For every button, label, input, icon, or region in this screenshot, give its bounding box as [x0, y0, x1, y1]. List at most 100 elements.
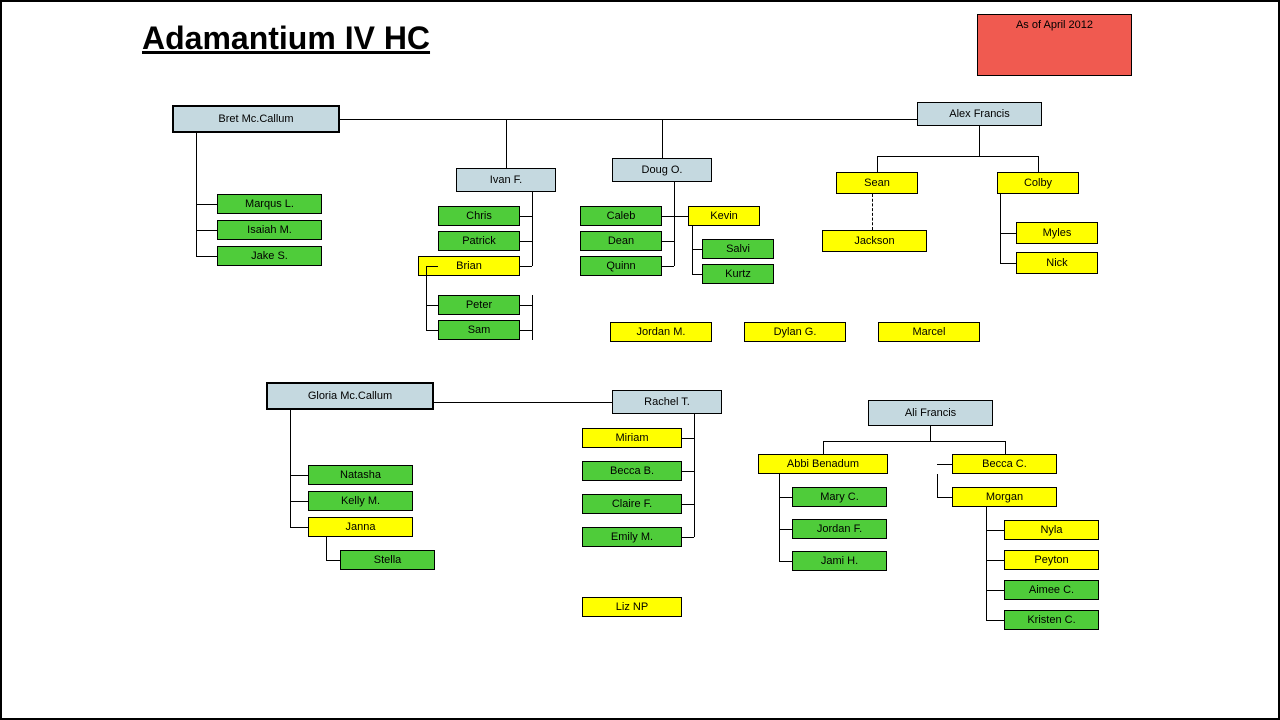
org-node-isaiah: Isaiah M.: [217, 220, 322, 240]
connector-line: [426, 330, 438, 331]
org-node-miriam: Miriam: [582, 428, 682, 448]
connector-line: [662, 119, 663, 158]
connector-line: [1000, 233, 1016, 234]
org-node-liznp: Liz NP: [582, 597, 682, 617]
org-node-emily: Emily M.: [582, 527, 682, 547]
org-node-kevin: Kevin: [688, 206, 760, 226]
connector-line: [674, 182, 675, 266]
connector-line: [290, 410, 291, 527]
connector-line: [426, 266, 427, 330]
org-node-myles: Myles: [1016, 222, 1098, 244]
org-node-caleb: Caleb: [580, 206, 662, 226]
org-node-natasha: Natasha: [308, 465, 413, 485]
org-node-ali: Ali Francis: [868, 400, 993, 426]
connector-line: [692, 274, 702, 275]
connector-line: [290, 527, 308, 528]
connector-line: [662, 216, 674, 217]
org-node-morgan: Morgan: [952, 487, 1057, 507]
connector-line: [979, 126, 980, 156]
connector-line: [196, 230, 217, 231]
org-node-sam: Sam: [438, 320, 520, 340]
connector-line: [520, 305, 532, 306]
page-title: Adamantium IV HC: [142, 20, 430, 57]
org-node-jake: Jake S.: [217, 246, 322, 266]
org-node-kurtz: Kurtz: [702, 264, 774, 284]
org-node-nyla: Nyla: [1004, 520, 1099, 540]
connector-line: [434, 402, 612, 403]
connector-line: [986, 620, 1004, 621]
org-node-beccac: Becca C.: [952, 454, 1057, 474]
connector-line: [196, 133, 197, 256]
connector-line: [506, 119, 507, 168]
connector-line: [986, 590, 1004, 591]
org-node-dylang: Dylan G.: [744, 322, 846, 342]
org-node-stella: Stella: [340, 550, 435, 570]
org-node-jackson: Jackson: [822, 230, 927, 252]
org-node-patrick: Patrick: [438, 231, 520, 251]
connector-line: [674, 216, 688, 217]
org-node-peyton: Peyton: [1004, 550, 1099, 570]
connector-line: [532, 192, 533, 266]
connector-line: [986, 507, 987, 620]
org-node-sean: Sean: [836, 172, 918, 194]
connector-line: [520, 216, 532, 217]
connector-line: [1038, 156, 1039, 172]
org-node-quinn: Quinn: [580, 256, 662, 276]
org-node-peter: Peter: [438, 295, 520, 315]
connector-line: [823, 441, 1005, 442]
org-node-gloria: Gloria Mc.Callum: [266, 382, 434, 410]
connector-line: [986, 560, 1004, 561]
org-node-jordanm: Jordan M.: [610, 322, 712, 342]
connector-line: [937, 464, 952, 465]
org-node-doug: Doug O.: [612, 158, 712, 182]
connector-line: [326, 560, 340, 561]
connector-line: [520, 266, 532, 267]
connector-line: [290, 501, 308, 502]
connector-dashed: [872, 194, 873, 230]
connector-line: [779, 561, 792, 562]
org-node-ivan: Ivan F.: [456, 168, 556, 192]
connector-line: [930, 426, 931, 441]
connector-line: [196, 204, 217, 205]
org-node-nick: Nick: [1016, 252, 1098, 274]
org-node-beccab: Becca B.: [582, 461, 682, 481]
connector-line: [823, 441, 824, 454]
org-node-aimee: Aimee C.: [1004, 580, 1099, 600]
connector-line: [877, 156, 1038, 157]
connector-line: [340, 119, 917, 120]
connector-line: [662, 266, 674, 267]
org-node-mary: Mary C.: [792, 487, 887, 507]
connector-line: [694, 414, 695, 537]
org-node-rachel: Rachel T.: [612, 390, 722, 414]
connector-line: [877, 156, 878, 172]
org-node-jordanf: Jordan F.: [792, 519, 887, 539]
connector-line: [196, 256, 217, 257]
connector-line: [937, 474, 938, 497]
connector-line: [682, 537, 694, 538]
connector-line: [662, 241, 674, 242]
org-node-dean: Dean: [580, 231, 662, 251]
connector-line: [692, 226, 693, 274]
connector-line: [779, 529, 792, 530]
org-node-alex: Alex Francis: [917, 102, 1042, 126]
connector-line: [532, 295, 533, 340]
org-node-abbi: Abbi Benadum: [758, 454, 888, 474]
connector-line: [986, 530, 1004, 531]
connector-line: [326, 537, 327, 560]
org-node-kristen: Kristen C.: [1004, 610, 1099, 630]
connector-line: [692, 249, 702, 250]
date-box: As of April 2012: [977, 14, 1132, 76]
connector-line: [682, 438, 694, 439]
connector-line: [1000, 194, 1001, 263]
connector-line: [1005, 441, 1006, 454]
connector-line: [779, 497, 792, 498]
connector-line: [937, 497, 952, 498]
connector-line: [290, 475, 308, 476]
connector-line: [520, 241, 532, 242]
org-node-janna: Janna: [308, 517, 413, 537]
org-node-claire: Claire F.: [582, 494, 682, 514]
org-node-colby: Colby: [997, 172, 1079, 194]
org-node-chris: Chris: [438, 206, 520, 226]
connector-line: [426, 266, 438, 267]
org-node-kelly: Kelly M.: [308, 491, 413, 511]
